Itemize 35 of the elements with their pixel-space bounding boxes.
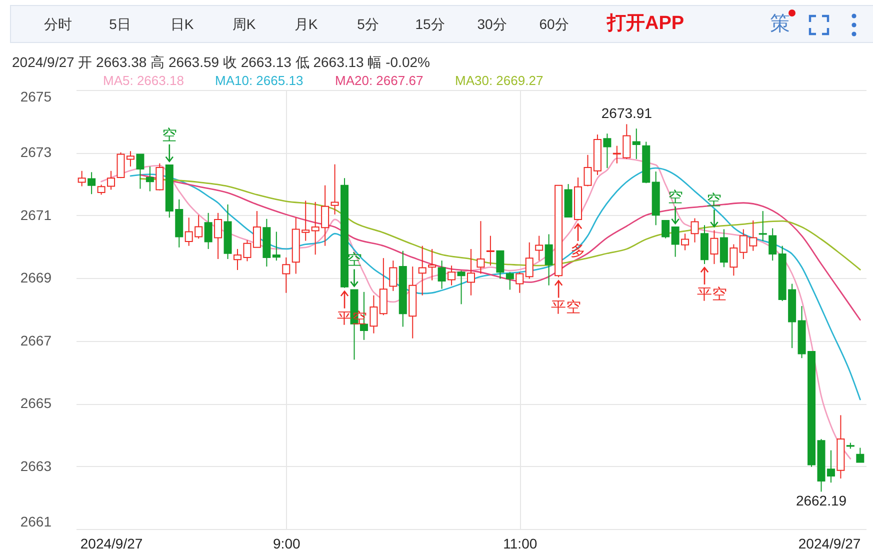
chart-title: 2024/9/27 开 2663.38 高 2663.59 收 2663.13 低 2663.13 幅 -0.02%	[12, 54, 430, 70]
x-tick-label: 9:00	[273, 536, 300, 552]
text: 周K	[231, 15, 257, 34]
text: MA10: 2665.13	[215, 72, 304, 88]
y-tick-label: 2665	[20, 395, 52, 412]
annotation: 空	[346, 252, 362, 269]
annotation: 2662.19	[796, 492, 847, 509]
y-tick-label: 2669	[20, 270, 52, 286]
text: MA20: 2667.67	[335, 72, 424, 88]
y-tick-label: 2663	[20, 458, 52, 474]
y-tick-label: 2661	[20, 514, 52, 530]
text: MA30: 2669.27	[455, 72, 544, 88]
annotation: 平空	[551, 299, 582, 316]
text: 30分	[476, 15, 508, 34]
annotation: 空	[668, 189, 683, 206]
annotation: 平空	[697, 286, 727, 304]
text: 分时	[43, 15, 73, 34]
x-tick-label: 2024/9/27	[80, 536, 143, 552]
annotation: 空	[162, 126, 177, 144]
text: 60分	[538, 15, 570, 34]
annotation: 2673.91	[601, 105, 652, 122]
text: 15分	[414, 15, 446, 34]
x-tick-label: 2024/9/27	[798, 536, 861, 552]
text: 打开APP	[607, 12, 684, 36]
y-tick-label: 2675	[20, 88, 52, 104]
text: 月K	[293, 15, 319, 34]
y-tick-label: 2667	[20, 332, 52, 348]
x-tick-label: 11:00	[503, 536, 538, 552]
text: 5分	[356, 15, 380, 34]
text: 5日	[108, 15, 132, 34]
text: 策	[770, 12, 790, 37]
text: 日K	[169, 15, 195, 34]
text: MA5: 2663.18	[103, 72, 184, 88]
y-tick-label: 2671	[20, 206, 52, 223]
y-tick-label: 2673	[20, 144, 52, 160]
